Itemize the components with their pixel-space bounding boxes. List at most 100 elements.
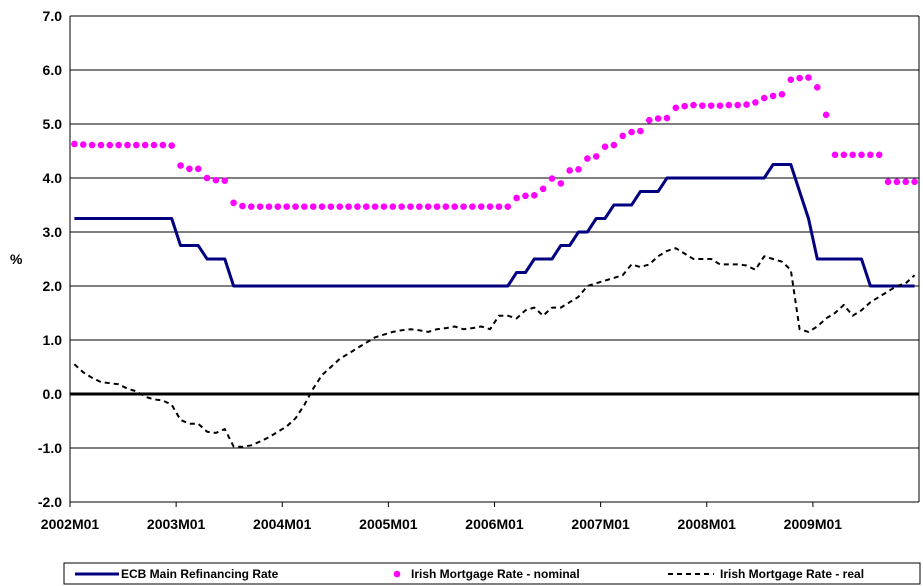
x-tick-label: 2003M01 (147, 516, 206, 532)
nominal-rate-point (88, 141, 96, 149)
nominal-rate-point (256, 203, 264, 210)
series (71, 74, 918, 448)
nominal-rate-point (911, 178, 918, 186)
nominal-rate-point (168, 142, 176, 149)
nominal-rate-point (247, 203, 255, 210)
nominal-rate-point (893, 178, 901, 186)
gridlines (70, 15, 919, 503)
nominal-rate-point (380, 203, 388, 210)
nominal-rate-point (416, 203, 423, 210)
series-ecb-line (74, 163, 915, 288)
nominal-rate-point (362, 203, 370, 210)
nominal-rate-point (822, 111, 830, 119)
nominal-rate-point (79, 141, 87, 148)
nominal-rate-point (539, 185, 547, 193)
nominal-rate-point (141, 141, 149, 149)
legend-label-ecb: ECB Main Refinancing Rate (121, 567, 279, 581)
nominal-rate-point (530, 191, 538, 199)
y-tick-label: 6.0 (43, 62, 63, 78)
y-tick-label: 1.0 (43, 332, 63, 348)
nominal-rate-point (486, 203, 494, 210)
y-tick-label: 2.0 (43, 278, 63, 294)
y-tick-label: 3.0 (43, 224, 63, 240)
nominal-rate-point (628, 128, 635, 136)
nominal-rate-point (97, 141, 105, 149)
nominal-rate-point (610, 141, 618, 149)
nominal-rate-point (124, 141, 131, 149)
nominal-rate-point (805, 74, 812, 81)
legend-swatch-nominal (393, 570, 401, 578)
nominal-rate-point (584, 155, 591, 162)
nominal-rate-point (601, 143, 609, 150)
nominal-rate-point (106, 141, 114, 149)
x-tick-label: 2007M01 (571, 516, 630, 532)
x-tick-label: 2002M01 (41, 516, 100, 532)
y-tick-label: -1.0 (38, 440, 62, 456)
y-axis-label: % (10, 251, 23, 267)
nominal-rate-point (389, 203, 397, 210)
nominal-rate-point (619, 132, 627, 140)
nominal-rate-point (513, 194, 520, 202)
nominal-rate-point (875, 151, 883, 159)
nominal-rate-point (813, 83, 821, 91)
nominal-rate-point (592, 153, 600, 160)
nominal-rate-point (274, 203, 282, 210)
nominal-rate-point (433, 203, 441, 210)
nominal-rate-point (743, 101, 750, 108)
nominal-rate-point (212, 176, 220, 184)
series-real-line (73, 247, 916, 448)
y-tick-labels: -2.0 -1.0 0.0 1.0 2.0 3.0 4.0 5.0 6.0 7.0 (38, 8, 62, 510)
nominal-rate-point (566, 167, 573, 174)
nominal-rate-point (327, 203, 335, 210)
nominal-rate-point (292, 203, 299, 210)
nominal-rate-point (336, 203, 344, 210)
nominal-rate-point (133, 141, 140, 149)
nominal-rate-point (548, 175, 556, 182)
nominal-rate-point (221, 177, 229, 184)
nominal-rate-point (681, 102, 688, 110)
axes (69, 16, 920, 507)
x-tick-labels: 2002M01 2003M01 2004M01 2005M01 2006M01 2007M… (41, 516, 842, 532)
nominal-rate-point (778, 91, 786, 98)
x-tick-label: 2009M01 (784, 516, 843, 532)
nominal-rate-point (663, 114, 671, 122)
nominal-rate-point (858, 151, 865, 159)
nominal-rate-point (239, 202, 246, 210)
nominal-rate-point (469, 203, 476, 210)
nominal-rate-point (398, 203, 405, 210)
nominal-rate-point (442, 203, 450, 210)
series-nominal-dots (71, 74, 918, 210)
nominal-rate-point (867, 151, 874, 159)
nominal-rate-point (699, 102, 706, 109)
x-tick-label: 2005M01 (359, 516, 418, 532)
nominal-rate-point (283, 203, 290, 210)
nominal-rate-point (477, 203, 485, 210)
nominal-rate-point (796, 74, 803, 82)
nominal-rate-point (575, 166, 582, 173)
nominal-rate-point (345, 203, 352, 210)
nominal-rate-point (769, 92, 777, 100)
nominal-rate-point (716, 102, 724, 109)
nominal-rate-point (309, 203, 317, 210)
nominal-rate-point (725, 101, 733, 109)
nominal-rate-point (840, 151, 848, 159)
x-tick-label: 2008M01 (678, 516, 737, 532)
nominal-rate-point (177, 162, 184, 169)
nominal-rate-point (787, 76, 795, 84)
nominal-rate-point (884, 178, 892, 186)
nominal-rate-point (371, 203, 379, 210)
nominal-rate-point (734, 101, 742, 109)
nominal-rate-point (354, 203, 361, 210)
nominal-rate-point (849, 151, 856, 159)
nominal-rate-point (407, 203, 414, 210)
nominal-rate-point (451, 203, 459, 210)
nominal-rate-point (831, 151, 839, 159)
nominal-rate-point (557, 180, 565, 187)
nominal-rate-point (71, 140, 78, 148)
nominal-rate-point (115, 141, 122, 149)
nominal-rate-point (495, 203, 503, 210)
nominal-rate-point (690, 101, 697, 109)
y-tick-label: 0.0 (43, 386, 63, 402)
